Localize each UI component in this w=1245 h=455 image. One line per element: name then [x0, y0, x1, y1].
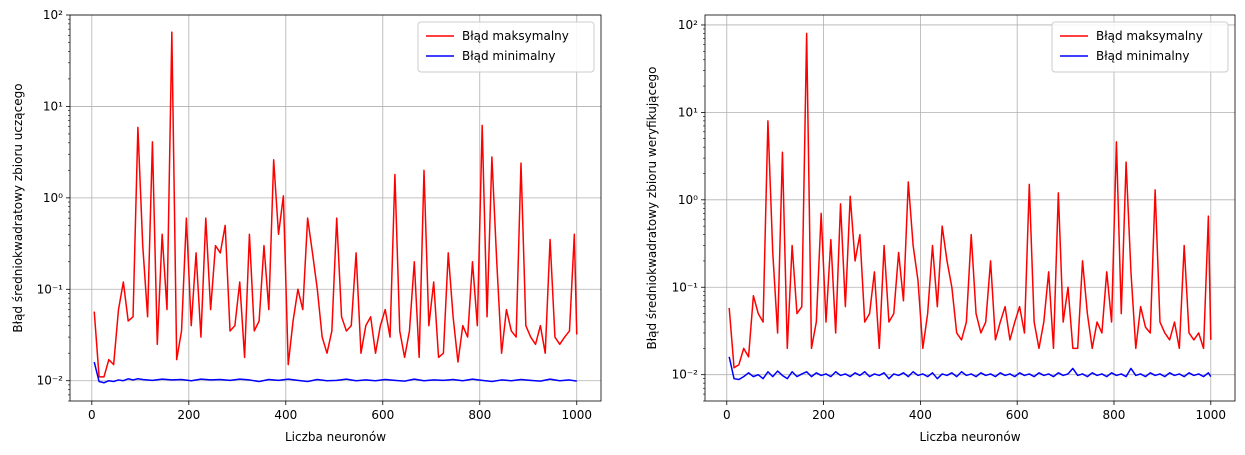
series-line-1 — [728, 356, 1212, 381]
x-tick-label: 800 — [468, 408, 491, 422]
x-axis-label: Liczba neuronów — [919, 430, 1020, 444]
legend: Błąd maksymalny Błąd minimalny — [1051, 21, 1229, 73]
legend: Błąd maksymalny Błąd minimalny — [417, 21, 595, 73]
y-tick-label: 10⁰ — [678, 193, 698, 207]
legend-label-0: Błąd maksymalny — [462, 29, 569, 43]
x-tick-label: 0 — [723, 408, 731, 422]
y-axis-label: Błąd średniokwadratowy zbioru uczącego — [11, 83, 25, 332]
y-tick-label: 10¹ — [678, 105, 698, 119]
legend-label-1: Błąd minimalny — [1096, 49, 1189, 63]
legend-box — [1051, 21, 1229, 73]
series-line-0 — [728, 32, 1212, 369]
x-tick-label: 400 — [909, 408, 932, 422]
legend-label-0: Błąd maksymalny — [1096, 29, 1203, 43]
x-tick-label: 600 — [1006, 408, 1029, 422]
y-tick-label: 10⁻¹ — [672, 280, 699, 294]
x-tick-label: 200 — [812, 408, 835, 422]
y-axis-label: Błąd średniokwadratowy zbioru weryfikują… — [645, 67, 659, 350]
x-tick-label: 1000 — [561, 408, 592, 422]
x-tick-label: 0 — [88, 408, 96, 422]
x-tick-label: 400 — [274, 408, 297, 422]
x-tick-label: 1000 — [1196, 408, 1227, 422]
legend-label-1: Błąd minimalny — [462, 49, 555, 63]
y-tick-label: 10⁻² — [37, 374, 64, 388]
series-line-0 — [93, 31, 578, 378]
chart-training-error: 0 200 400 600 800 1000 10⁻² 10⁻¹ 10⁰ 10¹ 10² Liczba… — [11, 8, 602, 444]
y-tick-label: 10¹ — [43, 99, 63, 113]
x-tick-label: 800 — [1103, 408, 1126, 422]
y-tick-label: 10⁻² — [672, 368, 699, 382]
plot-frame — [704, 14, 1236, 402]
y-tick-label: 10² — [678, 18, 698, 32]
x-tick-label: 200 — [177, 408, 200, 422]
plot-frame — [69, 14, 602, 402]
legend-box — [417, 21, 595, 73]
x-axis-label: Liczba neuronów — [285, 430, 386, 444]
y-tick-label: 10⁰ — [43, 191, 63, 205]
y-tick-label: 10² — [43, 8, 63, 22]
x-tick-label: 600 — [371, 408, 394, 422]
series-line-1 — [93, 361, 577, 384]
y-tick-label: 10⁻¹ — [37, 282, 64, 296]
chart-validation-error: 0 200 400 600 800 1000 10⁻² 10⁻¹ 10⁰ 10¹ 10² Liczba… — [645, 14, 1236, 444]
